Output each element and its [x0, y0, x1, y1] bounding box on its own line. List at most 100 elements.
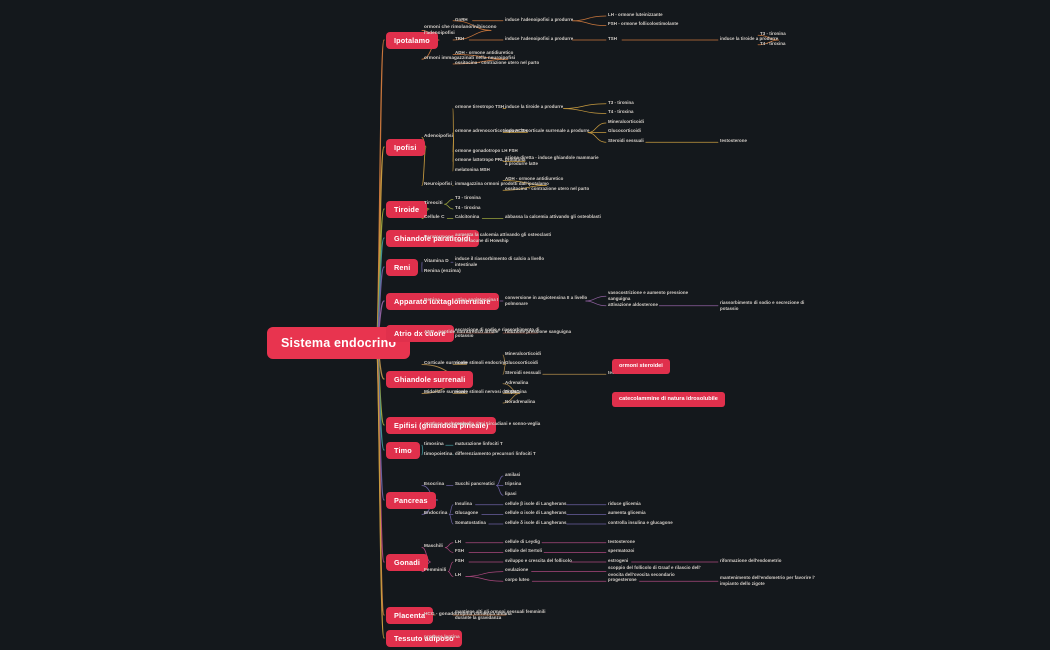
node-tiroide-0: Tireociti: [424, 199, 443, 205]
node-pancreas-1-0: Insulina: [455, 500, 472, 506]
node-reni-0: Vitamina D: [424, 257, 449, 263]
node-ipofisi-0: Adenoipofisi: [424, 133, 453, 139]
node-placenta-0: HCG - gonadotropina corionica umana: [424, 610, 512, 616]
branch-node-ipotalamo[interactable]: Ipotalamo: [386, 32, 438, 49]
node-gonadi-1-1-1-0-0: mantenimento dell'endometrio per favorir…: [720, 575, 815, 587]
node-tiroide-0-0: T3 - tironina: [455, 195, 481, 201]
note-pill-surrenali-1[interactable]: catecolammine di natura idrosolubile: [612, 392, 725, 407]
node-timo-1: timopoietina: [424, 450, 453, 456]
node-pancreas-1: Endocrina: [424, 510, 448, 516]
node-pancreas-0-0-0: amilasi: [505, 471, 521, 477]
node-pancreas-1-1-0-0: aumenta glicemia: [608, 510, 646, 516]
node-atrio-dx-cuore-0-0-0: riduzione pressione sanguigna: [505, 328, 572, 334]
node-ipotalamo-0-1: TRH: [455, 35, 465, 41]
node-paratiroidi-0: Paratormone: [424, 233, 454, 239]
branch-node-iuxtaglomerulare[interactable]: Apparato iuxtaglomerulare: [386, 293, 499, 310]
note-pill-surrenali-0[interactable]: ormoni steroidei: [612, 359, 670, 374]
branch-node-atrio-dx-cuore[interactable]: Atrio dx cuore: [386, 325, 454, 342]
node-ipotalamo-0: ormoni che rimolano/inibiscono l'adenoip…: [424, 24, 497, 36]
node-surrenali-0-0: riceve stimoli endocrini: [455, 360, 506, 366]
node-ipotalamo-0-1-0-0-0: induce la tiroide a produrre: [720, 35, 779, 41]
node-pancreas-1-2-0: cellule δ isole di Langherans: [505, 519, 567, 525]
node-iuxtaglomerulare-0: Renina: [424, 296, 440, 302]
node-ipofisi-1: Neuroipofisi: [424, 181, 452, 187]
branch-node-tessuto-adiposo[interactable]: Tessuto adiposo: [386, 630, 462, 647]
node-ipofisi-0-1-0-1: Glucocorticoidi: [608, 128, 641, 134]
node-pancreas-0-0: Succhi pancreatici: [455, 481, 495, 487]
node-gonadi-1: Femminili: [424, 567, 447, 573]
node-pancreas-0-0-2: lipasi: [505, 490, 517, 496]
node-tiroide-1-0: Calcitonina: [455, 214, 480, 220]
node-reni-1: Renina (enzima): [424, 267, 461, 273]
node-ipofisi-0-1-0: induce la corticale surrenale a produrre: [505, 128, 590, 134]
node-ipotalamo-0-1-0-0: TSH: [608, 35, 617, 41]
node-gonadi-1-1-0: ovulazione: [505, 567, 529, 573]
branch-node-timo[interactable]: Timo: [386, 442, 420, 459]
branch-node-tiroide[interactable]: Tiroide: [386, 201, 428, 218]
node-pancreas-0-0-1: tripsina: [505, 481, 522, 487]
node-pancreas-1-0-0: cellule β isole di Langherans: [505, 500, 567, 506]
node-iuxtaglomerulare-0-0-0-1: attivazione aldosterone: [608, 301, 658, 307]
node-reni-0-0: induce il riassorbimento di calcio a liv…: [455, 256, 545, 268]
node-pancreas-1-1-0: cellule α isole di Langherans: [505, 510, 567, 516]
node-ipotalamo-0-1-0-0-0-1: T4 - tiroxina: [760, 40, 786, 46]
node-ipofisi-0-3-0: azione diretta - induce ghiandole mammar…: [505, 155, 599, 167]
node-gonadi-1-0: FSH: [455, 557, 464, 563]
node-gonadi-1-1-1: corpo luteo: [505, 576, 530, 582]
node-ipotalamo-0-0-0-0: LH - ormone luteinizzante: [608, 11, 663, 17]
node-gonadi-1-0-0-0: estrogeni: [608, 557, 629, 563]
node-ipotalamo-0-0-0: induce l'adenoipofisi a produrre: [505, 16, 574, 22]
node-gonadi-0-1-0-0: spermatozoi: [608, 548, 635, 554]
node-iuxtaglomerulare-0-0: attiva angiotensina I: [455, 296, 499, 302]
node-pancreas-1-1: Glucagone: [455, 510, 479, 516]
node-epifisi-0: produce melatonina: [424, 420, 470, 426]
node-gonadi-0-1-0: cellule del Sertoli: [505, 548, 543, 554]
branch-node-reni[interactable]: Reni: [386, 259, 419, 276]
node-surrenali-1-0-1: Dopamina: [505, 389, 527, 395]
node-ipotalamo-1-1: ossitocina - contrazione utero nel parto: [455, 59, 540, 65]
node-surrenali-1-0: riceve stimoli nervosi dal SNC: [455, 389, 520, 395]
node-gonadi-1-1-1-0: progesterone: [608, 576, 637, 582]
node-pancreas-1-2-0-0: controlla insulina e glucagone: [608, 519, 673, 525]
node-iuxtaglomerulare-0-0-0-1-0: riassorbimento di sodio e secrezione di …: [720, 299, 805, 311]
branch-node-placenta[interactable]: Placenta: [386, 607, 434, 624]
node-timo-0-0: maturazione linfociti T: [455, 440, 503, 446]
node-gonadi-1-1-0-0: scoppio del follicolo di Graaf e rilasci…: [608, 565, 701, 577]
node-ipofisi-1-0-1: ossitocina - contrazione utero nel parto: [505, 185, 590, 191]
node-surrenali-1-0-2: Noradrenalina: [505, 398, 536, 404]
node-iuxtaglomerulare-0-0-0: conversione in angiotensina II a livello…: [505, 294, 588, 306]
node-ipotalamo-0-1-0: induce l'adenoipofisi a produrre: [505, 35, 574, 41]
node-ipofisi-0-1: ormone adrenocorticotropo ACTH: [455, 128, 528, 134]
node-epifisi-0-0: controllo ritmi circadiani e sonno-vegli…: [455, 420, 541, 426]
node-ipotalamo-0-1-0-0-0-0: T3 - tironina: [760, 30, 786, 36]
branch-node-paratiroidi[interactable]: Ghiandole paratiroidi: [386, 230, 479, 247]
node-gonadi-1-0-0: sviluppo e crescita del follicolo: [505, 557, 572, 563]
root-node-sistema-endocrino[interactable]: Sistema endocrino: [268, 328, 410, 358]
node-timo-1-0: differenziamento precursori linfociti T: [455, 450, 536, 456]
node-ipofisi-1-0: immagazzina ormoni prodotti dall'ipotala…: [455, 181, 549, 187]
node-timo-0: timosina: [424, 440, 444, 446]
node-ipofisi-0-1-0-2: Steroidi sessuali: [608, 137, 644, 143]
node-tiroide-0-1: T4 - tiroxina: [455, 204, 481, 210]
branch-node-gonadi[interactable]: Gonadi: [386, 554, 429, 571]
branch-node-pancreas[interactable]: Pancreas: [386, 492, 436, 509]
node-pancreas-1-2: Somatostatina: [455, 519, 486, 525]
node-surrenali-0-0-2: Steroidi sessuali: [505, 369, 541, 375]
node-surrenali-0: Corticale surrenale: [424, 360, 468, 366]
node-atrio-dx-cuore-0-0: escrezione di sodio e riassorbimento di …: [455, 326, 540, 338]
branch-node-surrenali[interactable]: Ghiandole surrenali: [386, 371, 474, 388]
node-gonadi-0-0-0: cellule di Leydig: [505, 538, 541, 544]
node-ipofisi-0-2: ormone gonadotropo LH FSH: [455, 147, 518, 153]
node-ipofisi-0-0-0-1: T4 - tiroxina: [608, 109, 634, 115]
node-gonadi-1-0-0-0-0: riformazione dell'endometrio: [720, 557, 782, 563]
node-ipotalamo-1-0: ADH - ormone antidiuretico: [455, 50, 514, 56]
node-ipotalamo-1: ormoni immagazzinati nella neuroipofisi: [424, 54, 516, 60]
branch-node-ipofisi[interactable]: Ipofisi: [386, 139, 425, 156]
node-paratiroidi-0-0: aumenta la calcemia attivando gli osteoc…: [455, 231, 552, 243]
branch-node-epifisi[interactable]: Epifisi (ghiandola pineale): [386, 417, 497, 434]
node-ipotalamo-0-0: GnRH: [455, 16, 468, 22]
node-ipofisi-1-0-0: ADH - ormone antidiuretico: [505, 176, 564, 182]
node-surrenali-0-0-0: Mineralcorticoidi: [505, 350, 541, 356]
node-tessuto-adiposo-0: produce leptina: [424, 633, 460, 639]
node-gonadi-0-1: FSH: [455, 548, 464, 554]
